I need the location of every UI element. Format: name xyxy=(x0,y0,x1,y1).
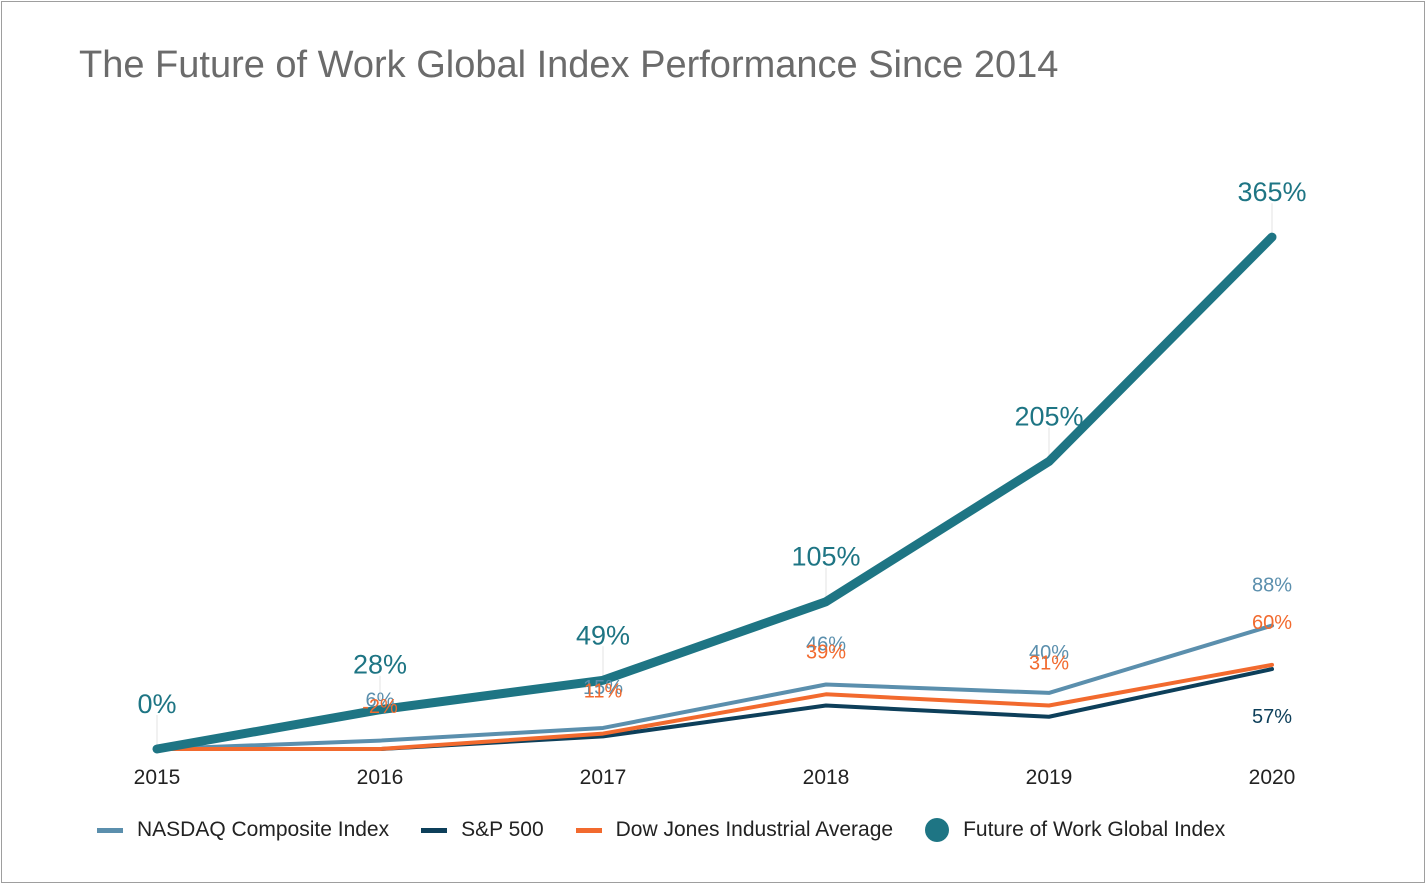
x-tick-label: 2018 xyxy=(803,766,850,789)
series-lines xyxy=(152,232,1277,754)
legend-swatch xyxy=(97,827,123,833)
x-tick-label: 2017 xyxy=(580,766,627,789)
data-label-sandp-500: 57% xyxy=(1252,706,1292,728)
data-label-dow-jones-industrial-average: 39% xyxy=(806,641,846,663)
data-label-dow-jones-industrial-average: 31% xyxy=(1029,653,1069,675)
legend-item-dow-jones-industrial-average: Dow Jones Industrial Average xyxy=(575,818,894,842)
legend-swatch xyxy=(575,827,602,833)
leader-lines xyxy=(156,203,1273,749)
legend-item-sandp-500: S&P 500 xyxy=(421,818,544,842)
data-label-nasdaq-composite-index: 15% xyxy=(583,677,623,699)
data-label-dow-jones-industrial-average: 60% xyxy=(1252,612,1292,634)
data-label-dow-jones-industrial-average: -2% xyxy=(362,696,398,718)
data-label-future-of-work-global-index: 365% xyxy=(1237,177,1306,207)
legend-label: Future of Work Global Index xyxy=(963,818,1226,841)
legend-swatch xyxy=(421,827,448,833)
data-label-future-of-work-global-index: 0% xyxy=(137,689,176,719)
data-label-future-of-work-global-index: 105% xyxy=(791,542,860,572)
data-label-future-of-work-global-index: 49% xyxy=(576,620,630,650)
x-tick-label: 2015 xyxy=(134,766,181,789)
x-tick-label: 2016 xyxy=(357,766,404,789)
data-label-nasdaq-composite-index: 40% xyxy=(1029,642,1069,664)
legend-item-future-of-work-global-index: Future of Work Global Index xyxy=(925,818,1225,842)
legend-label: Dow Jones Industrial Average xyxy=(615,818,894,841)
data-label-dow-jones-industrial-average: 11% xyxy=(584,681,623,703)
series-line-nasdaq-composite-index xyxy=(155,623,1274,751)
chart-title: The Future of Work Global Index Performa… xyxy=(79,44,1059,86)
x-axis-ticks: 2015 2016 2017 2018 2019 2020 xyxy=(134,766,1296,789)
data-label-nasdaq-composite-index: 6% xyxy=(366,690,395,712)
data-labels: 6% 15% 46% 40% 88% 57% -2% 11% 39% 31% 60% 0% 28% 49%… xyxy=(137,177,1306,728)
data-label-nasdaq-composite-index: 88% xyxy=(1252,575,1292,597)
legend-item-nasdaq-composite-index: NASDAQ Composite Index xyxy=(97,818,389,842)
series-line-dow-jones-industrial-average xyxy=(155,662,1274,751)
x-tick-label: 2020 xyxy=(1249,766,1296,789)
data-label-nasdaq-composite-index: 46% xyxy=(806,633,846,655)
x-tick-label: 2019 xyxy=(1026,766,1073,789)
series-line-future-of-work-global-index xyxy=(152,232,1277,754)
legend-label: S&P 500 xyxy=(461,818,544,841)
data-label-future-of-work-global-index: 205% xyxy=(1014,401,1083,431)
series-line-sandp-500 xyxy=(155,667,1274,751)
data-label-future-of-work-global-index: 28% xyxy=(353,650,407,680)
legend: NASDAQ Composite Index S&P 500 Dow Jones I… xyxy=(97,814,1225,846)
legend-label: NASDAQ Composite Index xyxy=(137,818,390,841)
legend-swatch xyxy=(925,818,950,842)
